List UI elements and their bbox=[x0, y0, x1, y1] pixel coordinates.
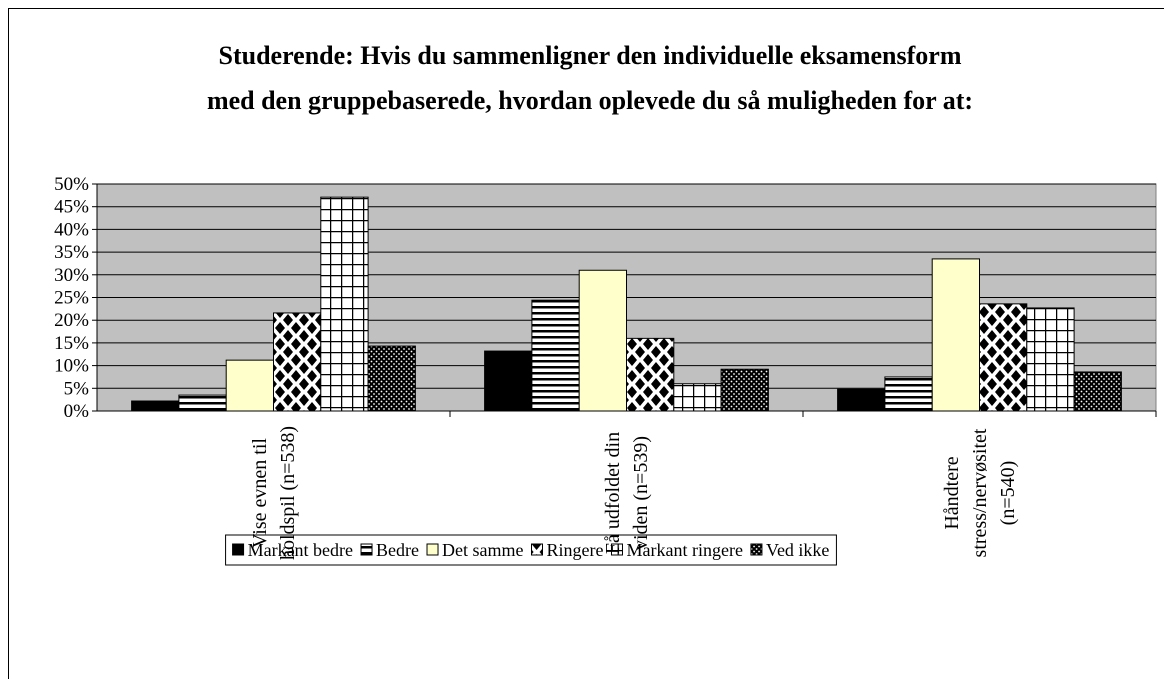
bar bbox=[178, 394, 227, 412]
legend-label: Markant ringere bbox=[626, 540, 742, 560]
legend-label: Markant bedre bbox=[248, 540, 353, 560]
legend-swatch bbox=[232, 543, 245, 556]
bar bbox=[626, 337, 675, 412]
bar bbox=[837, 388, 886, 412]
legend-swatch bbox=[610, 543, 623, 556]
y-tick-label: 30% bbox=[54, 265, 89, 286]
bar bbox=[531, 299, 580, 412]
legend-label: Ringere bbox=[547, 540, 604, 560]
y-tick-label: 0% bbox=[64, 401, 90, 422]
bar bbox=[484, 350, 533, 412]
chart-title: Studerende: Hvis du sammenligner den ind… bbox=[206, 41, 974, 115]
x-tick-label: Få udfoldet din viden (n=539) bbox=[601, 431, 652, 555]
legend-label: Det samme bbox=[442, 540, 523, 560]
y-tick-label: 15% bbox=[54, 333, 89, 354]
legend-swatch bbox=[750, 543, 763, 556]
legend-label: Bedre bbox=[376, 540, 419, 560]
bar bbox=[578, 269, 628, 412]
legend-label: Ved ikke bbox=[766, 540, 829, 560]
bar bbox=[367, 345, 416, 412]
bar bbox=[320, 196, 369, 412]
legend-swatch bbox=[531, 543, 543, 556]
bar bbox=[979, 303, 1028, 412]
legend: Markant bedre Bedre Det samme Ringere Markan… bbox=[225, 534, 837, 566]
bar bbox=[931, 258, 981, 412]
y-tick-label: 50% bbox=[54, 174, 89, 195]
y-tick-label: 10% bbox=[54, 356, 89, 377]
y-tick-label: 20% bbox=[54, 310, 89, 331]
y-tick-label: 25% bbox=[54, 288, 89, 309]
bar bbox=[131, 400, 180, 412]
bar bbox=[273, 312, 322, 412]
x-tick-label: Vise evnen til holdspil (n=538) bbox=[248, 425, 299, 561]
bar bbox=[1073, 371, 1122, 412]
y-tick-label: 45% bbox=[54, 197, 89, 218]
frame bbox=[8, 8, 1164, 679]
x-tick-label: Håndtere stress/nervøsitet (n=540) bbox=[940, 428, 1019, 558]
y-tick-label: 40% bbox=[54, 219, 89, 240]
bar bbox=[1026, 307, 1075, 412]
bar bbox=[884, 376, 933, 412]
legend-swatch bbox=[360, 543, 373, 556]
y-tick-label: 5% bbox=[64, 378, 90, 399]
bar bbox=[225, 359, 274, 412]
bar bbox=[720, 368, 769, 412]
bar bbox=[673, 383, 722, 412]
legend-swatch bbox=[426, 543, 439, 556]
y-tick-label: 35% bbox=[54, 242, 89, 263]
